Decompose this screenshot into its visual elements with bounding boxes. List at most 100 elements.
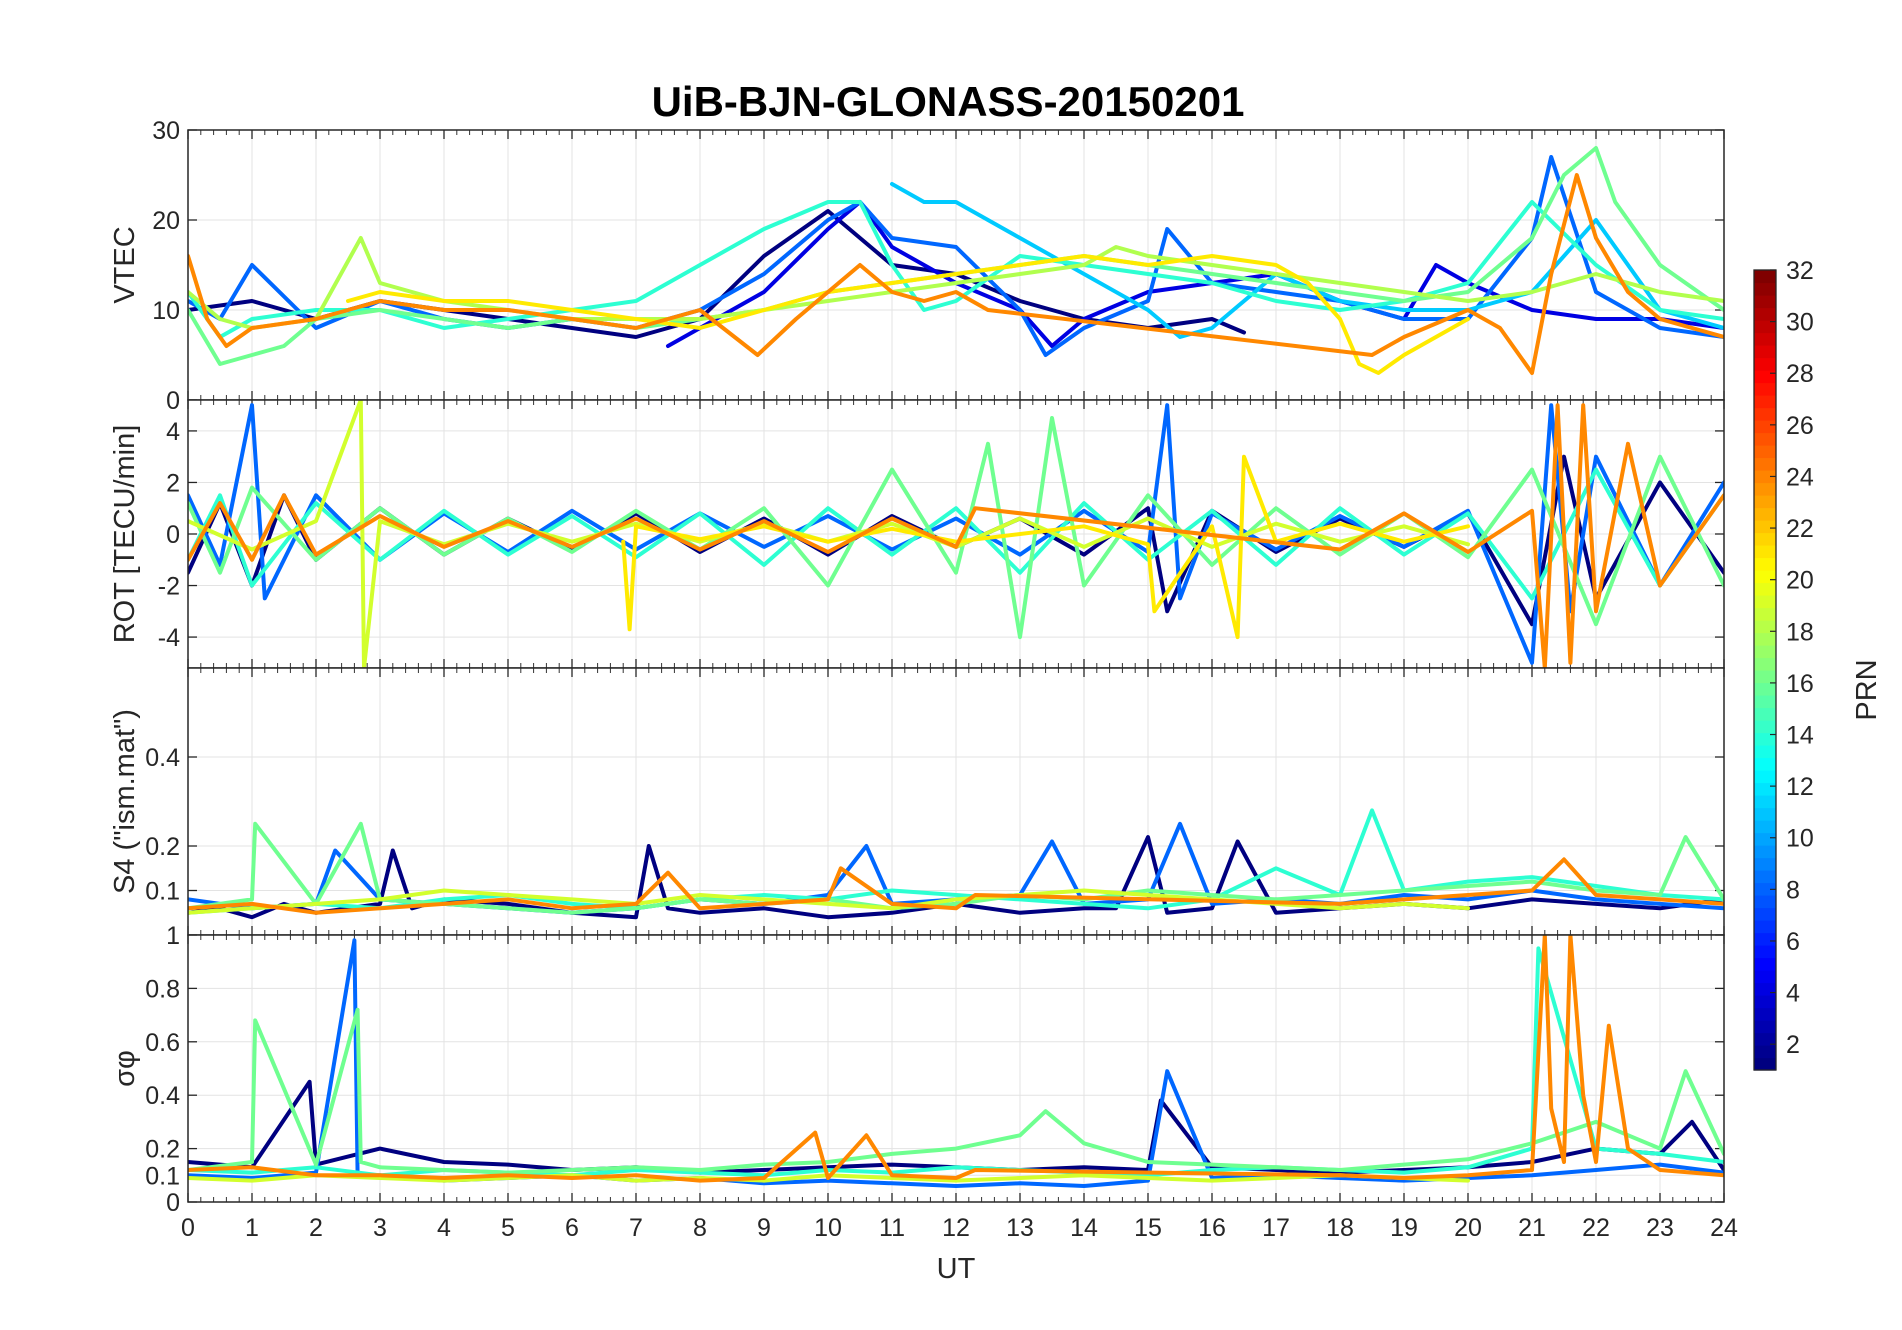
x-tick-label: 24	[1710, 1214, 1738, 1242]
colorbar-segment	[1754, 845, 1776, 859]
colorbar-segment	[1754, 457, 1776, 471]
colorbar-tick-label: 2	[1786, 1031, 1800, 1059]
panel-sigma_phi: 00.10.2 0.4 0.6 0.8 1 σφ	[109, 922, 1725, 1217]
y-tick-label: 0.2	[145, 833, 180, 861]
chart-title: UiB-BJN-GLONASS-20150201	[652, 78, 1245, 125]
x-tick-label: 18	[1326, 1214, 1354, 1242]
colorbar-segment	[1754, 507, 1776, 521]
colorbar-segment	[1754, 1007, 1776, 1021]
colorbar-segment	[1754, 982, 1776, 996]
colorbar-tick-label: 32	[1786, 257, 1814, 285]
colorbar-label: PRN	[1851, 659, 1883, 720]
y-tick-label: 1	[166, 922, 180, 950]
colorbar-segment	[1754, 945, 1776, 959]
colorbar-segment	[1754, 607, 1776, 621]
colorbar-segment	[1754, 632, 1776, 646]
y-tick-label: 0.1	[145, 1162, 180, 1190]
y-tick-label: 0	[166, 521, 180, 549]
colorbar-segment	[1754, 307, 1776, 321]
y-tick-label: 0	[166, 1189, 180, 1217]
panel-s4: 0.1 0.2 0.4S4 ("ism.mat")	[109, 667, 1725, 936]
colorbar-segment	[1754, 970, 1776, 984]
colorbar-segment	[1754, 582, 1776, 596]
colorbar-segment	[1754, 370, 1776, 384]
x-tick-label: 9	[757, 1214, 771, 1242]
colorbar-segment	[1754, 495, 1776, 509]
x-tick-label: 16	[1198, 1214, 1226, 1242]
colorbar-segment	[1754, 420, 1776, 434]
colorbar-segment	[1754, 932, 1776, 946]
colorbar-tick-label: 30	[1786, 309, 1814, 337]
x-tick-label: 5	[501, 1214, 515, 1242]
y-tick-label: 30	[152, 117, 180, 145]
colorbar-segment	[1754, 407, 1776, 421]
colorbar-frame	[1753, 269, 1777, 1071]
colorbar-tick-label: 22	[1786, 515, 1814, 543]
colorbar-segment	[1754, 920, 1776, 934]
colorbar-segment	[1754, 857, 1776, 871]
colorbar-segment	[1754, 707, 1776, 721]
colorbar-segment	[1754, 907, 1776, 921]
colorbar-segment	[1754, 520, 1776, 534]
colorbar-segment	[1754, 1032, 1776, 1046]
colorbar-segment	[1754, 682, 1776, 696]
colorbar-segment	[1754, 295, 1776, 309]
colorbar-segment	[1754, 670, 1776, 684]
colorbar-segment	[1754, 532, 1776, 546]
colorbar-segment	[1754, 545, 1776, 559]
colorbar-tick-label: 12	[1786, 773, 1814, 801]
y-axis-label: VTEC	[109, 226, 141, 303]
colorbar-segment	[1754, 1057, 1776, 1071]
colorbar-segment	[1754, 595, 1776, 609]
y-tick-label: 0.2	[145, 1136, 180, 1164]
y-axis-label: ROT [TECU/min]	[109, 425, 141, 644]
colorbar-tick-label: 6	[1786, 928, 1800, 956]
colorbar-segment	[1754, 695, 1776, 709]
colorbar-segment	[1754, 557, 1776, 571]
colorbar-segment	[1754, 870, 1776, 884]
colorbar-segment	[1754, 445, 1776, 459]
y-tick-label: 0	[166, 387, 180, 415]
axes-frame	[187, 934, 1725, 1203]
x-tick-label: 19	[1390, 1214, 1418, 1242]
colorbar-segment	[1754, 332, 1776, 346]
colorbar-segment	[1754, 657, 1776, 671]
colorbar-segment	[1754, 1045, 1776, 1059]
colorbar-segment	[1754, 320, 1776, 334]
series-line-prn-24	[188, 935, 1724, 1183]
x-tick-label: 11	[879, 1214, 905, 1242]
x-tick-label: 12	[942, 1214, 970, 1242]
colorbar-segment	[1754, 882, 1776, 896]
colorbar-segment	[1754, 820, 1776, 834]
x-tick-label: 23	[1646, 1214, 1674, 1242]
colorbar-segment	[1754, 620, 1776, 634]
y-tick-label: 20	[152, 207, 180, 235]
x-tick-label: 7	[629, 1214, 643, 1242]
colorbar-segment	[1754, 957, 1776, 971]
y-tick-label: 2	[166, 469, 180, 497]
x-tick-label: 8	[693, 1214, 707, 1242]
y-tick-label: 0.8	[145, 975, 180, 1003]
colorbar-segment	[1754, 770, 1776, 784]
colorbar-tick-label: 4	[1786, 980, 1800, 1008]
colorbar-segment	[1754, 645, 1776, 659]
colorbar-segment	[1754, 345, 1776, 359]
colorbar-segment	[1754, 570, 1776, 584]
colorbar-tick-label: 28	[1786, 360, 1814, 388]
x-tick-label: 3	[373, 1214, 387, 1242]
y-tick-label: -4	[158, 624, 180, 652]
series-group	[188, 808, 1724, 920]
x-tick-label: 15	[1134, 1214, 1162, 1242]
y-tick-label: 0.4	[145, 744, 180, 772]
series-line-prn-16	[188, 1007, 1724, 1175]
colorbar-segment	[1754, 832, 1776, 846]
colorbar-segment	[1754, 357, 1776, 371]
series-group	[188, 400, 1724, 668]
colorbar-tick-label: 26	[1786, 412, 1814, 440]
colorbar-segment	[1754, 895, 1776, 909]
colorbar-tick-label: 14	[1786, 722, 1814, 750]
x-tick-label: 4	[437, 1214, 451, 1242]
colorbar-segment	[1754, 382, 1776, 396]
series-line-prn-4	[666, 200, 1724, 348]
